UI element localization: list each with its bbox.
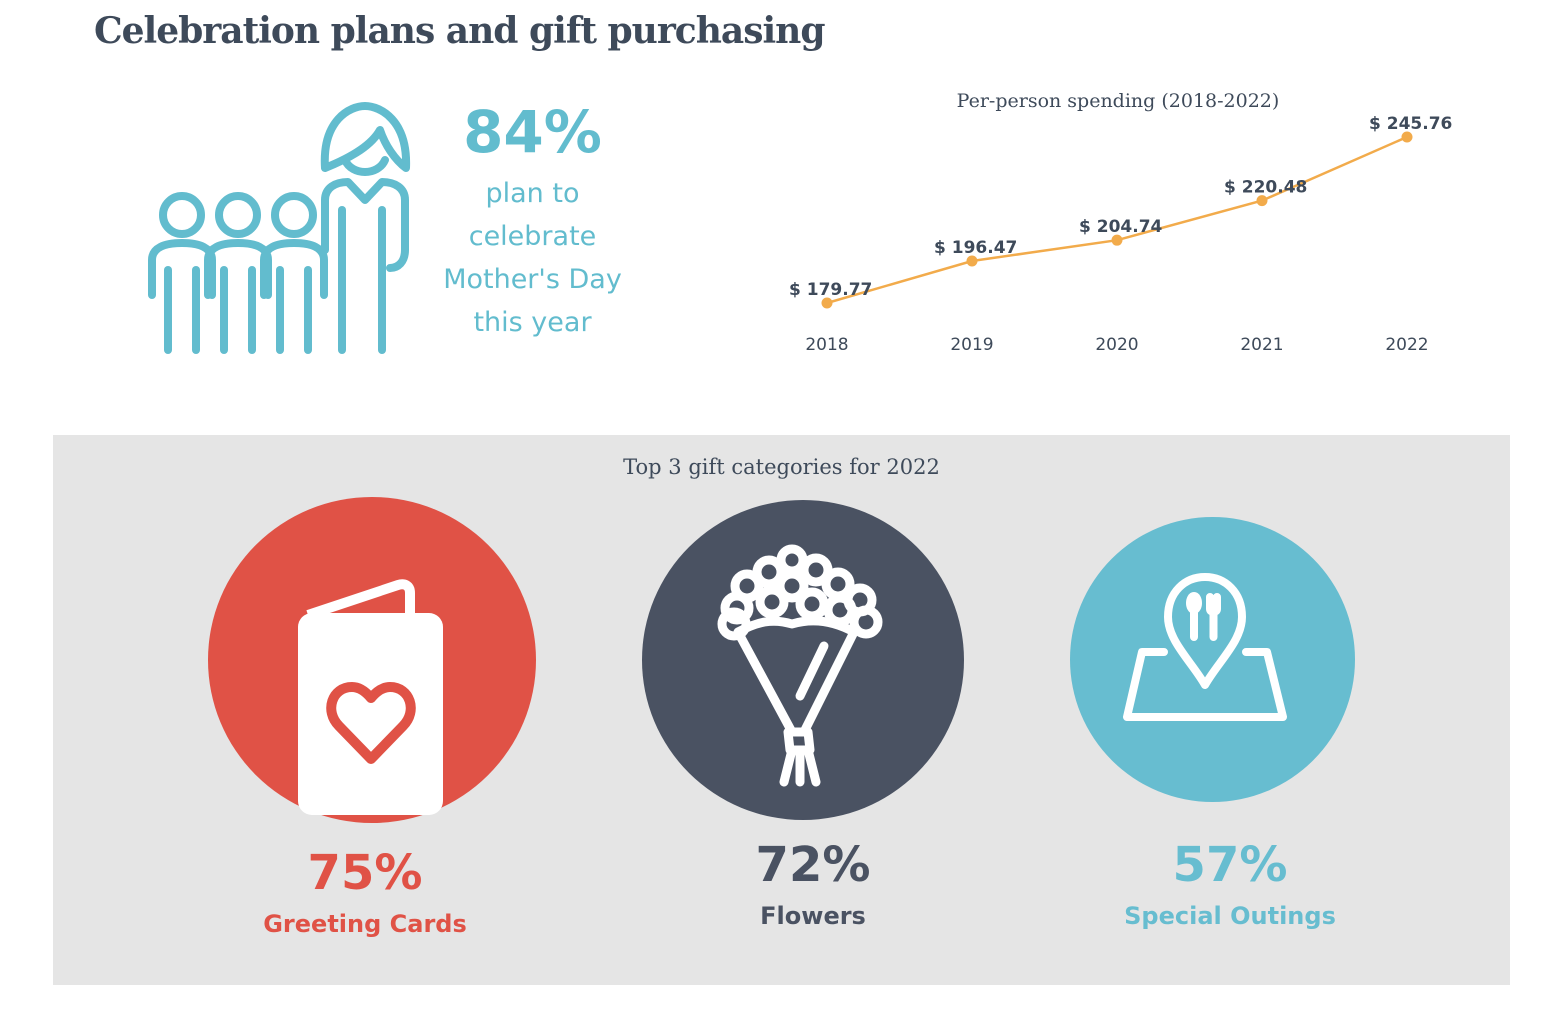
x-tick-label: 2021 (1240, 335, 1283, 355)
flowers-label: Flowers (760, 902, 866, 930)
greeting-card-circle (208, 497, 536, 823)
celebrate-text-line: plan to (485, 178, 580, 209)
restaurant-map-pin-icon (1123, 573, 1287, 721)
gift-categories-title: Top 3 gift categories for 2022 (623, 455, 940, 479)
greeting-card-icon (298, 579, 443, 815)
celebrate-text-line: Mother's Day (443, 264, 622, 295)
celebrate-text-line: this year (473, 307, 592, 338)
special-outings-label: Special Outings (1124, 902, 1336, 930)
spending-line-chart: $ 179.77 2018 $ 196.47 2019 $ 204.74 2020 $ 22… (789, 114, 1452, 355)
spending-chart-title: Per-person spending (2018-2022) (956, 90, 1280, 112)
greeting-cards-label: Greeting Cards (263, 910, 467, 938)
x-tick-label: 2022 (1385, 335, 1428, 355)
data-label: $ 179.77 (789, 280, 872, 300)
flowers-percent: 72% (755, 837, 871, 893)
x-tick-label: 2018 (805, 335, 848, 355)
flowers-circle (642, 500, 964, 820)
data-label: $ 204.74 (1079, 217, 1163, 237)
celebrate-text-line: celebrate (468, 221, 597, 252)
data-point (966, 255, 978, 267)
data-point (1256, 195, 1268, 207)
data-label: $ 220.48 (1224, 178, 1307, 198)
special-outings-percent: 57% (1172, 837, 1288, 893)
gift-categories-panel: Top 3 gift categories for 2022 75% Greet… (53, 435, 1510, 985)
data-point (1401, 131, 1413, 143)
flower-bouquet-icon (717, 544, 883, 787)
page-title: Celebration plans and gift purchasing (94, 10, 825, 52)
special-outings-circle (1070, 517, 1355, 802)
x-tick-label: 2020 (1095, 335, 1138, 355)
data-point (1111, 234, 1123, 246)
data-label: $ 196.47 (934, 238, 1017, 258)
x-tick-label: 2019 (950, 335, 993, 355)
data-point (821, 297, 833, 309)
celebrate-percent: 84% (463, 98, 602, 166)
greeting-cards-percent: 75% (307, 845, 423, 901)
celebrate-description: plan to celebrate Mother's Day this year (425, 172, 640, 344)
data-label: $ 245.76 (1369, 114, 1452, 134)
family-icon (148, 102, 411, 354)
